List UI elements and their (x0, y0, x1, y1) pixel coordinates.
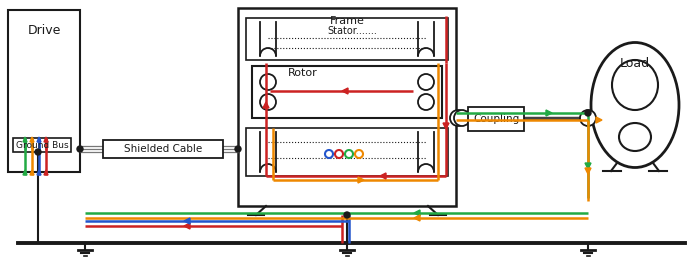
Circle shape (454, 110, 470, 126)
Polygon shape (44, 137, 48, 142)
Polygon shape (546, 110, 552, 116)
Polygon shape (358, 177, 364, 183)
Circle shape (235, 146, 241, 152)
Polygon shape (443, 123, 449, 129)
Polygon shape (585, 163, 591, 169)
Circle shape (344, 212, 350, 218)
Polygon shape (585, 168, 591, 174)
Bar (252, 66, 442, 118)
Bar (8, 10, 80, 172)
Bar (103, 140, 223, 158)
Circle shape (418, 94, 434, 110)
Polygon shape (184, 223, 190, 229)
Circle shape (580, 110, 596, 126)
Text: Rotor: Rotor (288, 68, 318, 78)
Bar (246, 128, 448, 176)
Bar (13, 138, 71, 152)
Circle shape (345, 150, 353, 158)
Polygon shape (342, 88, 348, 94)
Circle shape (260, 74, 276, 90)
Text: Frame: Frame (330, 16, 365, 26)
Ellipse shape (591, 43, 679, 168)
Polygon shape (23, 170, 27, 175)
Circle shape (585, 110, 591, 116)
Polygon shape (414, 210, 420, 216)
Polygon shape (30, 170, 34, 175)
Bar (468, 107, 524, 131)
Text: Drive: Drive (27, 24, 61, 36)
Ellipse shape (619, 123, 651, 151)
Text: Load: Load (620, 56, 650, 70)
Bar (246, 18, 448, 60)
Circle shape (77, 146, 83, 152)
Polygon shape (263, 102, 269, 108)
Circle shape (418, 74, 434, 90)
Polygon shape (596, 117, 602, 123)
Polygon shape (37, 170, 41, 175)
Circle shape (35, 149, 41, 155)
Circle shape (260, 94, 276, 110)
Polygon shape (414, 215, 420, 221)
Polygon shape (37, 137, 41, 142)
Text: Shielded Cable: Shielded Cable (124, 144, 202, 154)
Polygon shape (380, 173, 386, 179)
Bar (238, 8, 456, 206)
Circle shape (335, 150, 343, 158)
Text: Ground Bus: Ground Bus (15, 140, 69, 150)
Circle shape (325, 150, 333, 158)
Polygon shape (30, 137, 34, 142)
Polygon shape (44, 170, 48, 175)
Text: Stator.......: Stator....... (327, 26, 377, 36)
Ellipse shape (612, 60, 658, 110)
Polygon shape (23, 137, 27, 142)
Polygon shape (184, 218, 190, 224)
Circle shape (355, 150, 363, 158)
Text: Coupling: Coupling (473, 114, 519, 124)
Circle shape (450, 110, 466, 126)
